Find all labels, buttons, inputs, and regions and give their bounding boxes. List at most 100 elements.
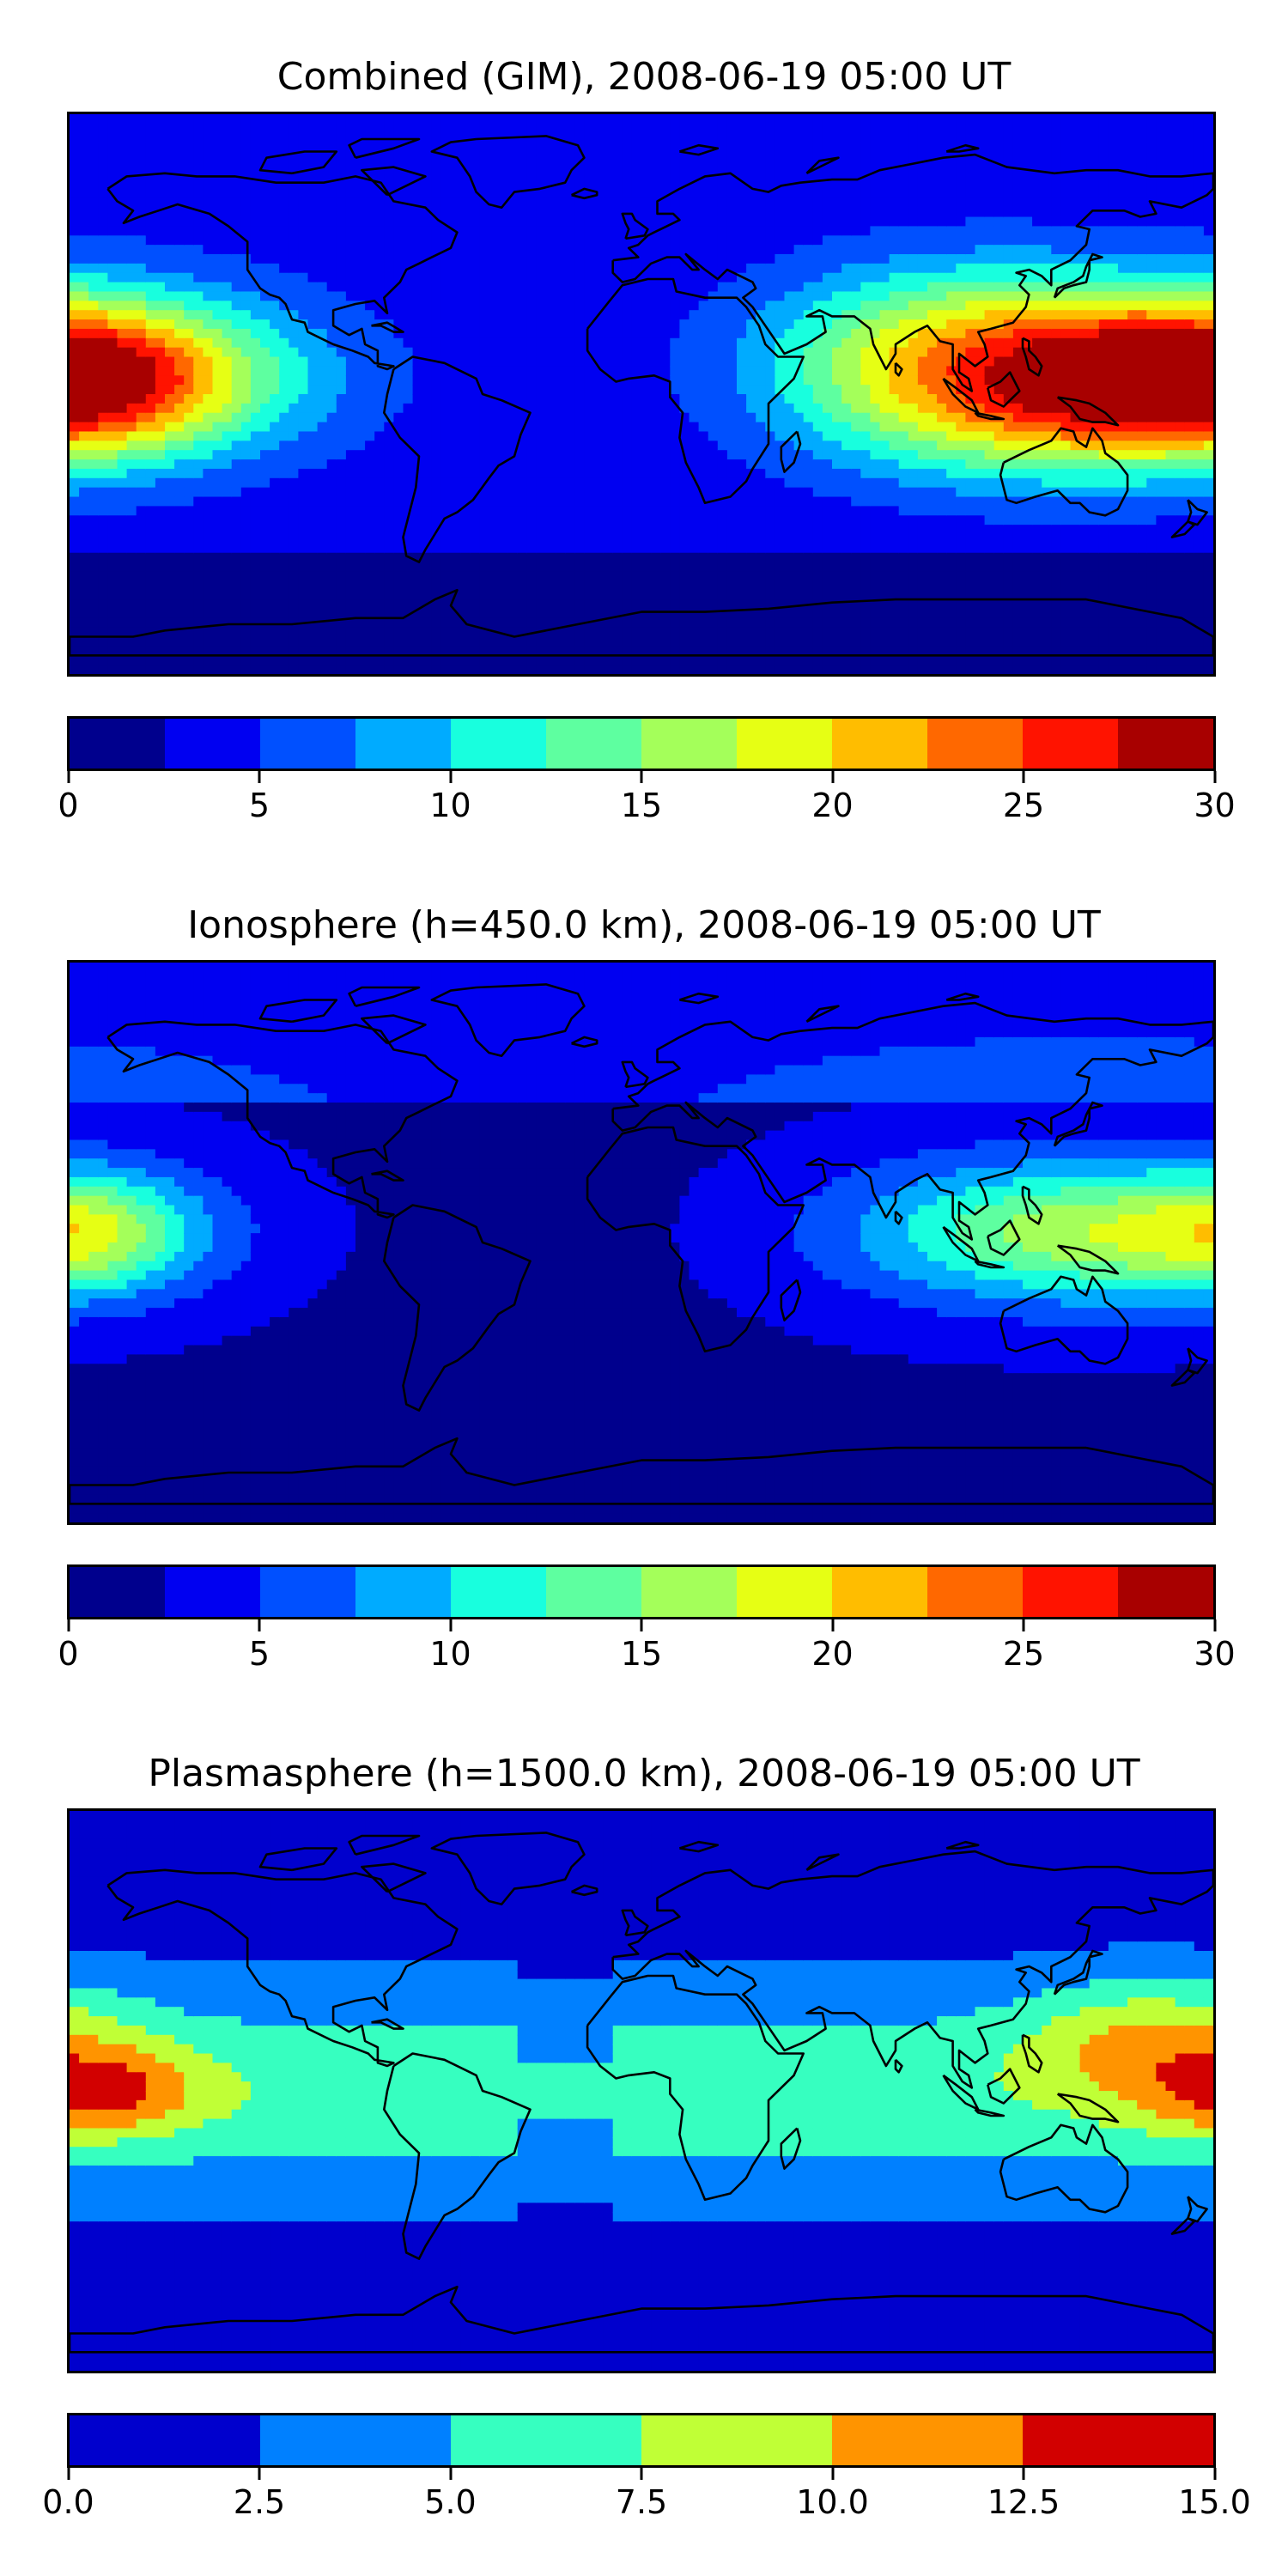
field-cell bbox=[793, 216, 805, 228]
field-cell bbox=[317, 179, 328, 190]
field-cell bbox=[126, 347, 137, 358]
field-cell bbox=[174, 366, 185, 377]
field-cell bbox=[526, 132, 538, 143]
field-cell bbox=[765, 515, 776, 526]
field-cell bbox=[384, 459, 395, 470]
field-cell bbox=[345, 506, 356, 517]
field-cell bbox=[851, 562, 862, 573]
field-cell bbox=[622, 319, 633, 330]
field-cell bbox=[451, 496, 461, 507]
field-cell bbox=[479, 655, 490, 665]
field-cell bbox=[165, 552, 175, 563]
field-cell bbox=[136, 477, 147, 489]
field-cell bbox=[746, 636, 756, 647]
field-cell bbox=[279, 188, 290, 199]
field-cell bbox=[307, 263, 319, 274]
field-cell bbox=[775, 366, 786, 377]
field-cell bbox=[622, 450, 633, 460]
field-cell bbox=[431, 245, 442, 255]
field-cell bbox=[679, 412, 690, 423]
field-cell bbox=[165, 468, 175, 479]
field-cell bbox=[422, 571, 433, 582]
field-cell bbox=[240, 394, 252, 404]
field-cell bbox=[345, 627, 356, 638]
field-cell bbox=[403, 245, 414, 255]
field-cell bbox=[403, 132, 414, 143]
field-cell bbox=[670, 608, 681, 619]
field-cell bbox=[689, 216, 700, 228]
field-cell bbox=[98, 562, 109, 573]
field-cell bbox=[507, 496, 519, 507]
field-cell bbox=[737, 468, 747, 479]
field-cell bbox=[460, 459, 471, 470]
field-cell bbox=[126, 571, 137, 582]
field-cell bbox=[612, 188, 623, 199]
field-cell bbox=[289, 534, 300, 544]
field-cell bbox=[155, 375, 166, 386]
field-cell bbox=[698, 188, 709, 199]
field-cell bbox=[593, 347, 605, 358]
field-cell bbox=[212, 552, 223, 563]
field-cell bbox=[717, 477, 728, 489]
field-cell bbox=[679, 226, 690, 237]
field-cell bbox=[526, 468, 538, 479]
field-cell bbox=[307, 385, 319, 395]
field-cell bbox=[489, 412, 500, 423]
field-cell bbox=[775, 665, 786, 674]
field-cell bbox=[250, 459, 261, 470]
field-cell bbox=[698, 431, 709, 442]
field-cell bbox=[203, 366, 214, 377]
field-cell bbox=[440, 617, 452, 629]
field-cell bbox=[88, 496, 100, 507]
field-cell bbox=[298, 197, 309, 209]
field-cell bbox=[574, 291, 586, 302]
field-cell bbox=[212, 114, 223, 125]
field-cell bbox=[345, 571, 356, 582]
field-cell bbox=[793, 477, 805, 489]
field-cell bbox=[412, 608, 423, 619]
field-cell bbox=[651, 608, 661, 619]
field-cell bbox=[622, 403, 633, 414]
field-cell bbox=[451, 525, 461, 535]
field-cell bbox=[336, 328, 347, 339]
field-cell bbox=[793, 114, 805, 125]
field-cell bbox=[336, 665, 347, 674]
field-cell bbox=[355, 468, 366, 479]
field-cell bbox=[489, 450, 500, 460]
field-cell bbox=[240, 226, 252, 237]
field-cell bbox=[289, 114, 300, 125]
field-cell bbox=[355, 506, 366, 517]
field-cell bbox=[88, 291, 100, 302]
field-cell bbox=[374, 422, 386, 433]
field-cell bbox=[746, 366, 756, 377]
field-cell bbox=[336, 188, 347, 199]
field-cell bbox=[517, 207, 528, 218]
field-cell bbox=[174, 132, 185, 143]
field-cell bbox=[565, 188, 576, 199]
field-cell bbox=[184, 216, 195, 228]
field-cell bbox=[670, 562, 681, 573]
field-cell bbox=[393, 487, 404, 498]
field-cell bbox=[393, 571, 404, 582]
field-cell bbox=[651, 272, 661, 283]
field-cell bbox=[536, 301, 547, 311]
field-cell bbox=[612, 562, 623, 573]
field-cell bbox=[270, 496, 280, 507]
field-cell bbox=[279, 394, 290, 404]
field-cell bbox=[746, 179, 756, 190]
field-cell bbox=[737, 422, 747, 433]
field-cell bbox=[479, 617, 490, 629]
field-cell bbox=[355, 496, 366, 507]
field-cell bbox=[307, 366, 319, 377]
field-cell bbox=[812, 235, 823, 246]
field-cell bbox=[79, 646, 89, 657]
field-cell bbox=[403, 562, 414, 573]
field-cell bbox=[536, 515, 547, 526]
field-cell bbox=[746, 272, 756, 283]
field-cell bbox=[98, 272, 109, 283]
field-cell bbox=[746, 534, 756, 544]
field-cell bbox=[803, 216, 814, 228]
field-cell bbox=[422, 496, 433, 507]
field-cell bbox=[365, 496, 375, 507]
field-cell bbox=[355, 356, 366, 368]
